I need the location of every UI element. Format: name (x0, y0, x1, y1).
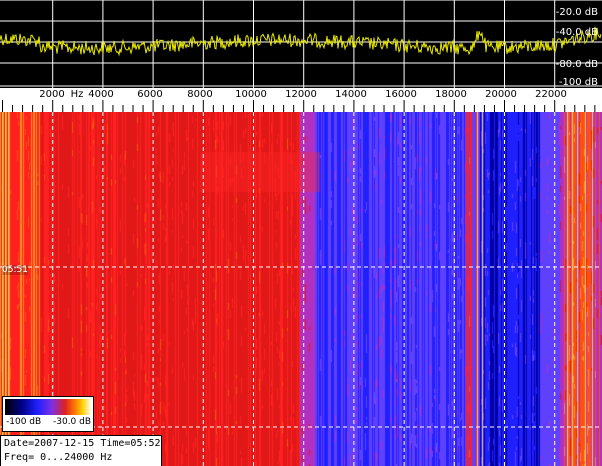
freq-label-18000: 18000 (435, 89, 467, 100)
freq-label-10000: 10000 (235, 89, 267, 100)
info-box: Date=2007-12-15 Time=05:52 Freq= 0...240… (0, 435, 162, 466)
db-label-top: -20.0 dB (555, 7, 598, 18)
freq-label-12000: 12000 (285, 89, 317, 100)
freq-label-6000: 6000 (137, 89, 163, 100)
legend-min-label: -100 dB (6, 417, 42, 427)
spectrum-trace (0, 26, 602, 57)
waterfall-image (0, 112, 602, 466)
spectrum-plot (0, 0, 602, 88)
freq-unit-label: Hz (70, 89, 84, 100)
freq-label-2000: 2000 (39, 89, 65, 100)
frequency-axis[interactable]: 2000 Hz 4000 6000 8000 10000 12000 14000… (0, 88, 602, 112)
waterfall-display[interactable]: 05:51 (0, 112, 602, 466)
legend-max-label: -30.0 dB (53, 417, 92, 427)
waterfall-grid (0, 112, 602, 466)
freq-label-8000: 8000 (187, 89, 213, 100)
time-marker: 05:51 (2, 265, 28, 275)
freq-label-20000: 20000 (485, 89, 517, 100)
db-label-second: -40.0 dB (555, 27, 598, 38)
color-scale-bar (5, 399, 91, 415)
freq-label-22000: 22000 (535, 89, 567, 100)
freq-label-16000: 16000 (385, 89, 417, 100)
color-scale-legend: -100 dB -30.0 dB (2, 396, 94, 432)
info-frequency-range: Freq= 0...24000 Hz (4, 452, 113, 463)
freq-label-14000: 14000 (335, 89, 367, 100)
spectrum-display[interactable]: -20.0 dB -40.0 dB -80.0 dB -100 dB (0, 0, 602, 88)
db-label-bottom: -100 dB (558, 77, 598, 88)
freq-label-4000: 4000 (88, 89, 114, 100)
db-label-third: -80.0 dB (555, 59, 598, 70)
frequency-ticks (2, 100, 596, 112)
info-date-time: Date=2007-12-15 Time=05:52 (4, 438, 161, 449)
